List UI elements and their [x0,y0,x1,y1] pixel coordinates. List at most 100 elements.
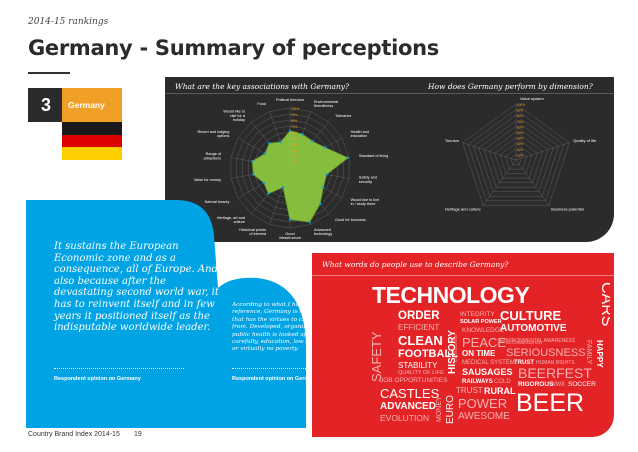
assoc-scale-label: 60% [291,131,298,135]
dim-grid-ring [499,142,533,174]
country-badge: Germany [62,88,122,122]
assoc-axis-label: Safety and security [359,176,377,184]
assoc-axis-label: Resort and lodging options [198,130,230,138]
word-advanced: ADVANCED [380,401,436,412]
dim-axis-line [482,159,517,206]
word-awesome: AWESOME [458,411,510,422]
assoc-axis-label: Food [257,102,266,106]
dim-scale-label: 70% [517,120,524,124]
word-culture: CULTURE [500,308,562,323]
assoc-point [267,192,270,195]
germany-flag [62,122,122,160]
dim-scale-label: 20% [517,148,524,152]
dim-axis-label: Quality of life [573,138,597,143]
dim-grid-ring [462,103,570,206]
word-beer: BEER [516,389,585,417]
header-label: 2014-15 rankings [28,17,109,27]
assoc-point [267,141,271,145]
assoc-scale-label: 10% [291,161,298,165]
word-efficient: EFFICIENT [398,323,440,332]
assoc-point [281,185,285,189]
word-money: MONEY [436,396,443,422]
word-cloud-panel [312,253,614,437]
secondary-quote-attribution: Respondent opinion on Germany [232,376,319,382]
dim-axis-line [515,142,570,161]
word-family: FAMILY [585,340,592,365]
word-clean: CLEAN [398,333,443,348]
word-beerfest: BEERFEST [518,365,592,381]
main-quote: It sustains the European Economic zone a… [54,241,219,334]
assoc-point [263,152,267,155]
dim-scale-label: 100% [517,103,525,107]
flag-stripe-red [62,134,122,148]
assoc-axis-label: Environmental friendliness [314,100,338,108]
word-sausages: SAUSAGES [462,367,513,377]
associations-radar-chart: 100% 90% 80% 70% 60% 50% 40% 30% 20% 10% Political… [194,98,389,240]
assoc-point [346,156,350,159]
assoc-scale-label: 100% [291,107,299,111]
title-rule [28,72,70,74]
word-power: POWER [458,396,508,411]
assoc-axis-label: Would like to live in / study there [351,198,379,206]
dim-scale-label: 50% [517,131,524,135]
assoc-scale-label: 50% [291,137,298,141]
dim-scale-label: 60% [517,125,524,129]
assoc-point [322,186,325,189]
assoc-scale-label: 20% [291,155,298,159]
word-railways: RAILWAYS [462,379,493,385]
assoc-axis-label: Historical points of interest [239,228,267,236]
dim-grid-ring [510,154,522,165]
word-euro: EURO [445,395,456,424]
word-cloud-divider [312,275,614,276]
word-evolution: EVOLUTION [380,413,430,423]
dim-axis-label: Value system [520,96,544,101]
word-football: FOOTBALL [398,348,458,360]
word-integrity: INTEGRITY [460,311,495,318]
dim-axis-label: Business potential [551,206,584,211]
word-cloud: TECHNOLOGY CARS ORDER INTEGRITY CULTURE … [370,282,610,432]
assoc-point [324,146,327,149]
word-stability: STABILITY [398,361,438,370]
assoc-scale-label: 90% [291,113,298,117]
main-quote-attribution: Respondent opinion on Germany [54,376,141,382]
dim-axis-line [462,142,517,161]
assoc-axis-label: Standard of living [359,154,388,158]
assoc-axis-label: Good infrastructure [279,232,301,240]
dim-grid-ring [473,114,559,197]
assoc-axis-label: Would like to visit for a holiday [223,110,246,122]
assoc-point [252,173,255,176]
word-happy: HAPPY [595,340,604,368]
dim-scale-label: 90% [517,109,524,113]
assoc-point [325,173,328,176]
word-trust-2: TRUST [456,386,483,395]
assoc-point [308,220,311,224]
word-technology: TECHNOLOGY [372,282,530,308]
assoc-scale-label: 70% [291,125,298,129]
word-castles: CASTLES [380,386,440,401]
dim-grid-ring [505,148,527,170]
assoc-axis-label: Political freedom [276,98,304,102]
word-rigorous: RIGOROUS [518,381,554,388]
dim-grid-ring [467,109,565,202]
word-cold: COLD [494,379,511,385]
assoc-point [288,218,292,221]
dimension-question: How does Germany perform by dimension? [428,82,593,91]
word-on-time: ON TIME [462,349,496,358]
charts-panel [165,77,614,242]
assoc-axis-label: Value for money [194,178,221,182]
dim-axis-label: Heritage and culture [445,206,482,211]
assoc-axis-label: Good for business [335,218,366,222]
assoc-point [318,202,322,206]
word-cars: CARS [598,282,610,327]
word-solar-power: SOLAR POWER [460,319,502,325]
rank-badge: 3 [28,88,64,122]
dim-grid-ring [489,131,543,183]
word-job-opportunities: JOB OPPORTUNITIES [380,377,448,384]
panel-divider [165,93,614,94]
word-peace: PEACE [462,335,507,350]
word-medical-system: MEDICAL SYSTEM [462,360,515,366]
word-trust: TRUST [514,360,534,366]
secondary-quote-divider [232,368,312,369]
dim-scale-label: 30% [517,142,524,146]
word-engineering: ENGINEERING [453,333,458,362]
